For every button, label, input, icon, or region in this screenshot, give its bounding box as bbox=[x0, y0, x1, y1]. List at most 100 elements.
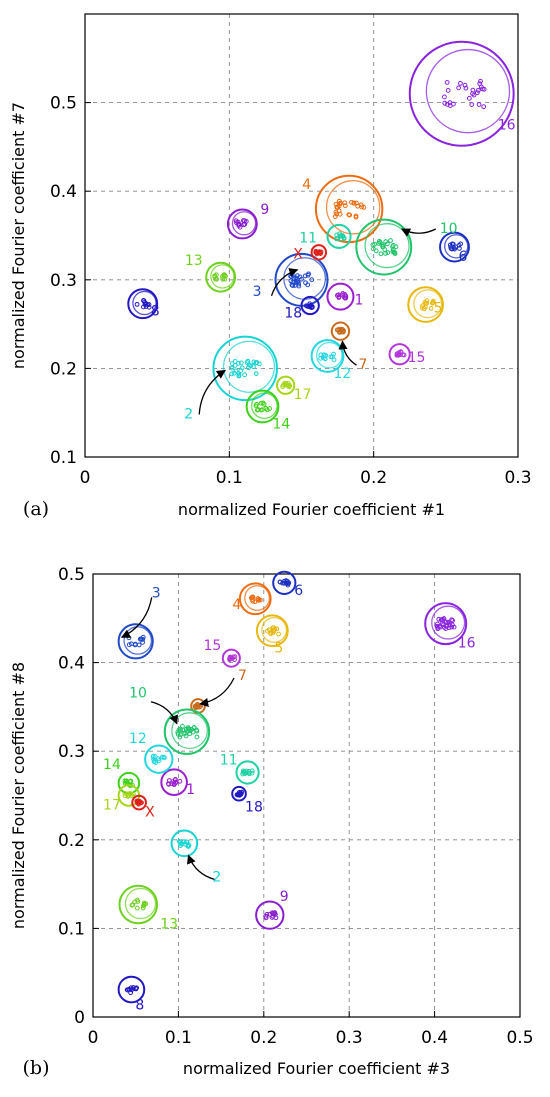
sample-point bbox=[193, 704, 199, 710]
sample-point bbox=[451, 624, 457, 630]
cluster-inner-ring bbox=[124, 887, 157, 920]
sample-point bbox=[285, 581, 291, 586]
cluster-label: 6 bbox=[458, 249, 467, 265]
cluster-13: 13 bbox=[118, 884, 178, 932]
sample-point bbox=[286, 384, 292, 390]
sample-point bbox=[133, 986, 139, 992]
sample-point bbox=[342, 203, 348, 209]
sample-point bbox=[237, 224, 243, 230]
sample-point bbox=[456, 85, 462, 91]
sample-point bbox=[297, 274, 303, 280]
sample-point bbox=[130, 902, 136, 908]
cluster-2: 2 bbox=[170, 829, 221, 885]
cluster-9: 9 bbox=[226, 202, 269, 240]
cluster-ring bbox=[310, 339, 345, 373]
sample-point bbox=[232, 362, 238, 368]
sample-point bbox=[440, 622, 446, 628]
sample-point bbox=[288, 278, 294, 284]
cluster-10: 10 bbox=[355, 218, 458, 276]
cluster-ring bbox=[131, 794, 147, 811]
sample-point bbox=[475, 87, 481, 93]
y-tick-label: 0.1 bbox=[58, 919, 85, 939]
cluster-11: 11 bbox=[299, 223, 352, 249]
cluster-1: 1 bbox=[160, 768, 195, 798]
sample-point bbox=[242, 372, 247, 378]
sample-point bbox=[446, 625, 452, 631]
sample-point bbox=[142, 299, 148, 305]
sample-point bbox=[139, 636, 144, 642]
sample-point bbox=[261, 401, 267, 407]
sample-point bbox=[347, 212, 353, 218]
sample-point bbox=[444, 80, 450, 85]
sample-point bbox=[373, 248, 379, 254]
cluster-3: 3 bbox=[117, 585, 161, 660]
sample-point bbox=[234, 220, 239, 226]
sample-point bbox=[338, 327, 343, 333]
sample-point bbox=[125, 987, 130, 993]
sample-point bbox=[264, 407, 270, 413]
sample-point bbox=[378, 251, 384, 257]
sample-point bbox=[186, 726, 191, 732]
cluster-11: 11 bbox=[220, 752, 260, 785]
sample-point bbox=[358, 202, 364, 208]
sample-point bbox=[456, 242, 462, 248]
sample-point bbox=[238, 791, 244, 797]
cluster-label: 5 bbox=[274, 641, 283, 657]
sample-point bbox=[236, 371, 241, 377]
x-axis-label: normalized Fourier coefficient #1 bbox=[178, 500, 445, 519]
y-axis-label: normalized Fourier coefficient #7 bbox=[9, 102, 28, 369]
sample-point bbox=[448, 244, 454, 250]
cluster-label: 9 bbox=[280, 889, 289, 905]
cluster-inner-ring bbox=[316, 341, 343, 369]
cluster-label: 13 bbox=[160, 916, 178, 932]
sample-point bbox=[178, 728, 184, 734]
cluster-inner-ring bbox=[261, 616, 288, 643]
cluster-ring bbox=[326, 282, 355, 311]
sample-point bbox=[213, 276, 219, 282]
sample-point bbox=[353, 214, 359, 220]
cluster-ring bbox=[117, 975, 146, 1004]
sample-point bbox=[337, 211, 343, 217]
sample-point bbox=[136, 801, 142, 807]
panel-label: (b) bbox=[23, 1057, 50, 1079]
cluster-label: 3 bbox=[152, 585, 161, 601]
sample-point bbox=[295, 280, 301, 285]
sample-point bbox=[276, 631, 282, 637]
cluster-label: 15 bbox=[408, 350, 426, 366]
cluster-label: 2 bbox=[212, 869, 221, 885]
sample-point bbox=[243, 218, 249, 224]
cluster-ring bbox=[272, 570, 297, 595]
cluster-label: 11 bbox=[220, 752, 238, 768]
sample-point bbox=[125, 791, 131, 797]
cluster-label: 8 bbox=[135, 998, 144, 1014]
cluster-label: 14 bbox=[103, 757, 121, 773]
sample-point bbox=[331, 351, 336, 357]
cluster-inner-ring bbox=[132, 290, 157, 316]
sample-point bbox=[134, 985, 140, 991]
y-tick-label: 0.4 bbox=[50, 182, 77, 202]
sample-point bbox=[161, 754, 167, 760]
sample-point bbox=[268, 631, 274, 637]
cluster-inner-ring bbox=[364, 223, 410, 269]
sample-point bbox=[143, 304, 149, 309]
cluster-14: 14 bbox=[103, 757, 141, 795]
cluster-16: 16 bbox=[408, 40, 516, 147]
sample-point bbox=[479, 86, 485, 92]
sample-point bbox=[429, 300, 435, 306]
sample-point bbox=[447, 103, 453, 108]
cluster-label: 17 bbox=[294, 387, 312, 403]
cluster-ring bbox=[205, 261, 237, 293]
cluster-inner-ring bbox=[171, 712, 209, 750]
cluster-1: 1 bbox=[326, 282, 363, 311]
cluster-ring bbox=[245, 389, 280, 424]
y-tick-label: 0 bbox=[74, 1008, 85, 1028]
sample-point bbox=[277, 579, 283, 585]
sample-point bbox=[229, 371, 235, 377]
cluster-6: 6 bbox=[272, 570, 303, 599]
sample-point bbox=[281, 382, 286, 388]
sample-point bbox=[190, 729, 196, 735]
cluster-14: 14 bbox=[245, 389, 290, 432]
sample-point bbox=[388, 238, 393, 243]
sample-point bbox=[435, 625, 440, 630]
y-tick-label: 0.3 bbox=[50, 271, 77, 291]
